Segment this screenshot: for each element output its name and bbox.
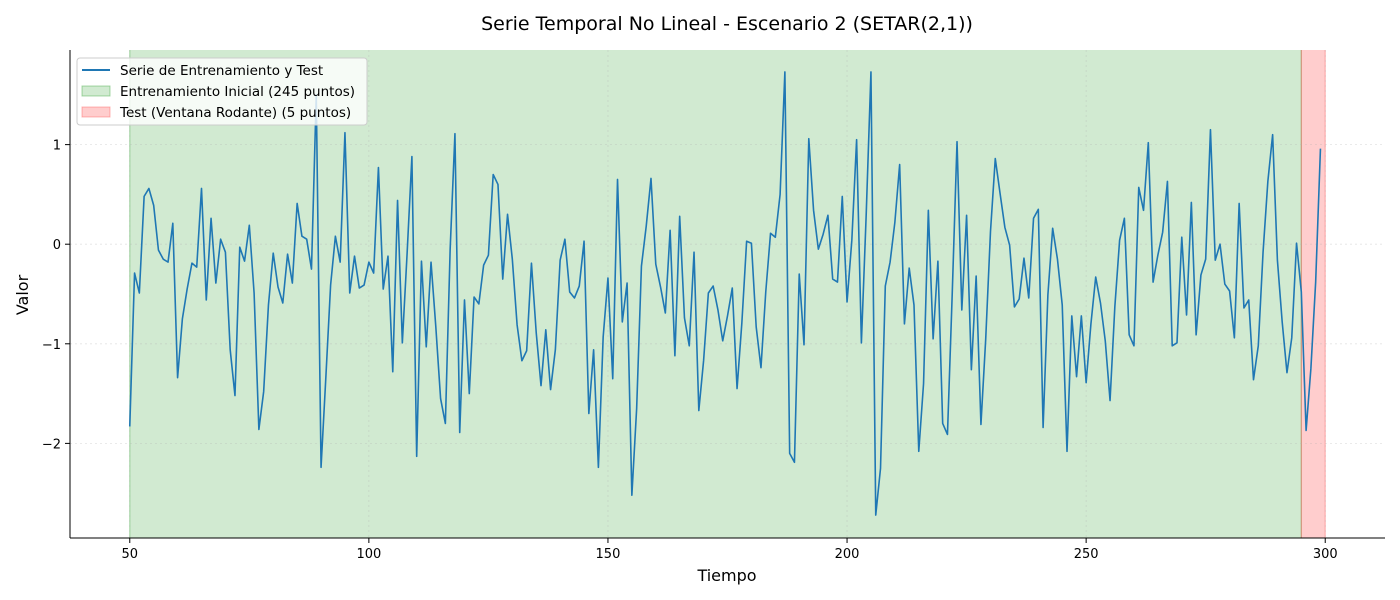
x-tick-label: 50 (121, 547, 138, 562)
legend-label: Entrenamiento Inicial (245 puntos) (120, 84, 355, 100)
legend-patch-swatch (81, 106, 111, 118)
y-tick-label: 0 (53, 238, 61, 253)
x-tick-label: 150 (596, 547, 621, 562)
axes (69, 50, 1385, 539)
grid-lines (70, 50, 1385, 538)
y-tick-label: 1 (53, 139, 61, 154)
legend-label: Test (Ventana Rodante) (5 puntos) (119, 105, 351, 121)
x-tick-label: 250 (1074, 547, 1099, 562)
series-line (128, 71, 1322, 516)
y-tick-label: −1 (42, 338, 61, 353)
test-region (1301, 50, 1326, 538)
legend: Serie de Entrenamiento y Test Entrenamien… (76, 57, 368, 126)
series-layer (128, 71, 1322, 516)
y-axis-label: Valor (13, 274, 32, 315)
x-tick-label: 200 (835, 547, 860, 562)
y-tick-label: −2 (42, 437, 61, 452)
legend-patch-swatch (81, 85, 111, 97)
legend-box (76, 57, 368, 126)
x-tick-label: 100 (356, 547, 381, 562)
x-axis-label: Tiempo (696, 566, 756, 585)
tick-layer: 50 100 150 200 250 300 −2 −1 0 1 (42, 139, 1338, 562)
x-tick-label: 300 (1313, 547, 1338, 562)
chart-title: Serie Temporal No Lineal - Escenario 2 (… (481, 13, 973, 35)
legend-label: Serie de Entrenamiento y Test (120, 63, 323, 79)
